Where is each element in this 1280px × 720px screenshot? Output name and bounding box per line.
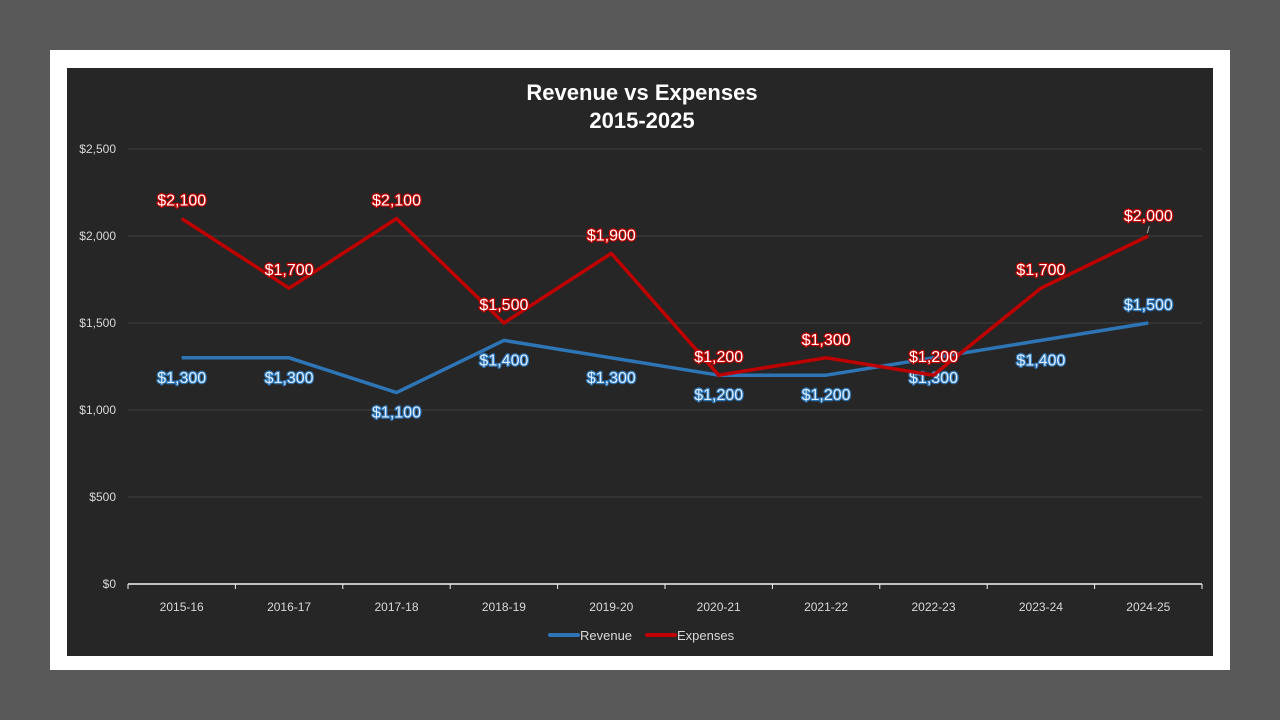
x-tick-label: 2023-24 bbox=[1019, 600, 1063, 614]
data-label: $1,200 bbox=[909, 349, 958, 366]
series-line-revenue bbox=[181, 321, 1149, 395]
chart-subtitle: 2015-2025 bbox=[589, 108, 694, 133]
x-tick-label: 2024-25 bbox=[1126, 600, 1170, 614]
data-label: $1,300 bbox=[157, 370, 206, 387]
data-label: $1,700 bbox=[1016, 262, 1065, 279]
data-label: $1,300 bbox=[265, 370, 314, 387]
data-label: $1,500 bbox=[479, 297, 528, 314]
series-line-expenses bbox=[180, 216, 1150, 377]
data-label: $1,400 bbox=[479, 352, 528, 369]
x-tick-label: 2021-22 bbox=[804, 600, 848, 614]
y-tick-label: $2,000 bbox=[79, 229, 116, 243]
chart-area: Revenue vs Expenses 2015-2025 $0 $500 $1,0… bbox=[67, 68, 1213, 656]
data-label: $1,300 bbox=[587, 370, 636, 387]
data-label: $1,400 bbox=[1016, 352, 1065, 369]
data-label: $1,100 bbox=[372, 405, 421, 422]
y-tick-label: $2,500 bbox=[79, 142, 116, 156]
data-label: $2,000 bbox=[1124, 208, 1173, 225]
y-tick-label: $1,500 bbox=[79, 316, 116, 330]
x-tick-label: 2018-19 bbox=[482, 600, 526, 614]
x-tick-label: 2019-20 bbox=[589, 600, 633, 614]
y-tick-label: $0 bbox=[103, 577, 117, 591]
data-label: $2,100 bbox=[157, 193, 206, 210]
x-tick-label: 2022-23 bbox=[911, 600, 955, 614]
x-tick-label: 2017-18 bbox=[374, 600, 418, 614]
chart-title: Revenue vs Expenses bbox=[526, 80, 757, 105]
legend-label: Revenue bbox=[580, 628, 632, 643]
data-label: $2,100 bbox=[372, 193, 421, 210]
data-label: $1,900 bbox=[587, 227, 636, 244]
x-tick-label: 2020-21 bbox=[697, 600, 741, 614]
y-tick-label: $1,000 bbox=[79, 403, 116, 417]
leader-line bbox=[1146, 225, 1150, 234]
x-tick-label: 2016-17 bbox=[267, 600, 311, 614]
line-chart: Revenue vs Expenses 2015-2025 $0 $500 $1,0… bbox=[79, 80, 1203, 643]
data-label: $1,200 bbox=[694, 349, 743, 366]
legend-label: Expenses bbox=[677, 628, 735, 643]
data-label: $1,700 bbox=[265, 262, 314, 279]
data-label: $1,300 bbox=[802, 332, 851, 349]
data-label: $1,200 bbox=[802, 387, 851, 404]
y-tick-label: $500 bbox=[89, 490, 116, 504]
data-label: $1,200 bbox=[694, 387, 743, 404]
data-label: $1,500 bbox=[1124, 297, 1173, 314]
x-tick-label: 2015-16 bbox=[160, 600, 204, 614]
